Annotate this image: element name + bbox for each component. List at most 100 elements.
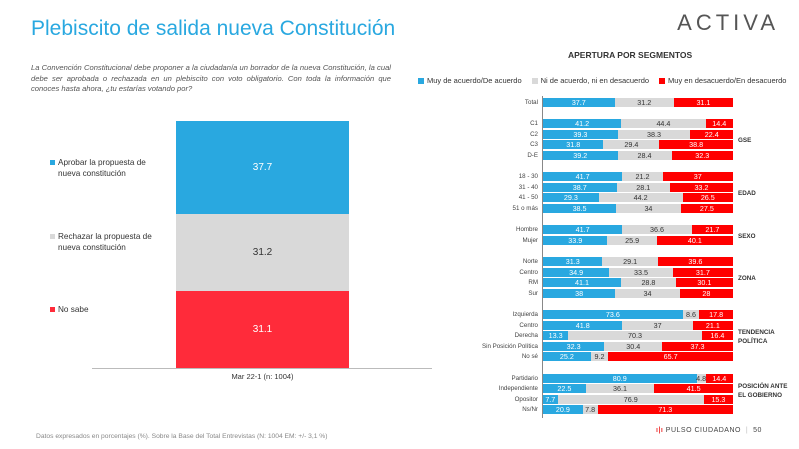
brand-footer: ı|ı PULSO CIUDADANO | 50 bbox=[656, 427, 762, 434]
segment-bar-part: 37.3 bbox=[662, 341, 733, 351]
segment-bar: 41.7 36.6 21.7 bbox=[543, 225, 733, 235]
footnote: Datos expresados en porcentajes (%). Sob… bbox=[36, 433, 328, 440]
segment-bar: 22.5 36.1 41.5 bbox=[543, 384, 733, 394]
row-label: C1 bbox=[530, 120, 538, 128]
brand-name: PULSO CIUDADANO bbox=[665, 427, 741, 434]
segment-bar-part: 30.1 bbox=[675, 278, 733, 288]
row-label: Centro bbox=[519, 321, 538, 329]
legend-swatch bbox=[50, 160, 55, 165]
segment-bar-part: 21.7 bbox=[691, 225, 733, 235]
segment-bar: 7.7 76.9 15.3 bbox=[543, 394, 733, 404]
row-label: D-E bbox=[527, 152, 538, 159]
segment-bar-part: 7.7 bbox=[543, 394, 558, 404]
row-label: Centro bbox=[519, 268, 538, 276]
legend-label: No sabe bbox=[58, 305, 89, 314]
legend-label: Muy en desacuerdo/En desacuerdo bbox=[668, 76, 787, 85]
segment-bar-part: 27.5 bbox=[680, 204, 733, 213]
segment-bar: 38.5 34 27.5 bbox=[543, 204, 733, 213]
segment-bar-part: 31.8 bbox=[543, 140, 604, 150]
segment-bar-part: 7.8 bbox=[582, 405, 598, 415]
row-label: Sur bbox=[528, 289, 538, 297]
segments-axis bbox=[542, 96, 543, 418]
segment-bar-part: 28 bbox=[679, 288, 733, 298]
segment-bar: 38 34 28 bbox=[543, 288, 733, 298]
x-category-label: Mar 22-1 (n: 1004) bbox=[231, 372, 294, 381]
segment-bar: 37.7 31.2 31.1 bbox=[543, 98, 733, 107]
legend-swatch bbox=[50, 307, 55, 312]
legend-item: Muy de acuerdo/De acuerdo bbox=[418, 76, 522, 85]
row-label: No sé bbox=[521, 353, 538, 361]
segment-bar: 41.7 21.2 37 bbox=[543, 172, 733, 182]
segment-bar: 41.8 37 21.1 bbox=[543, 320, 733, 330]
segment-bar-part: 31.1 bbox=[673, 98, 733, 107]
segment-bar-part: 41.7 bbox=[543, 172, 623, 182]
segment-bar-part: 80.9 bbox=[543, 373, 697, 383]
legend-swatch bbox=[531, 78, 538, 85]
row-label: Total bbox=[524, 99, 538, 106]
row-label: C2 bbox=[530, 130, 538, 138]
segment-bar-part: 28.1 bbox=[616, 182, 670, 192]
legend-swatch bbox=[418, 78, 424, 85]
group-label: ZONA bbox=[738, 275, 756, 283]
page-number: 50 bbox=[753, 427, 762, 434]
segment-bar-part: 28.8 bbox=[621, 278, 676, 288]
group-label: TENDENCIA POLÍTICA bbox=[738, 328, 775, 345]
legend-no-sabe: No sabe bbox=[50, 304, 158, 315]
segment-bar-part: 32.3 bbox=[671, 151, 733, 160]
group-label: GSE bbox=[738, 137, 752, 145]
question-text: La Convención Constitucional debe propon… bbox=[31, 63, 391, 93]
segment-bar-part: 33.9 bbox=[543, 235, 608, 245]
segment-bar-part: 41.8 bbox=[543, 320, 623, 330]
row-label: Hombre bbox=[515, 226, 538, 234]
segment-bar: 41.2 44.4 14.4 bbox=[543, 119, 733, 129]
main-stacked-bar: 37.7 31.2 31.1 bbox=[176, 121, 349, 368]
segment-bar-part: 16.4 bbox=[701, 331, 733, 341]
segment-bar-part: 31.7 bbox=[672, 267, 733, 277]
segment-bar: 32.3 30.4 37.3 bbox=[543, 341, 733, 351]
segment-bar: 29.3 44.2 26.5 bbox=[543, 193, 733, 203]
segment-bar-part: 76.9 bbox=[557, 394, 704, 404]
segment-bar: 34.9 33.5 31.7 bbox=[543, 267, 733, 277]
row-label: Independiente bbox=[498, 385, 538, 393]
segments-legend: Muy de acuerdo/De acuerdo Ni de acuerdo,… bbox=[418, 76, 786, 85]
segment-bar-part: 14.4 bbox=[705, 119, 733, 129]
segment-bar-part: 17.8 bbox=[699, 310, 733, 319]
segment-bar-part: 38.3 bbox=[617, 129, 691, 139]
segment-bar-part: 30.4 bbox=[604, 341, 663, 351]
main-bar-segment: 37.7 bbox=[176, 121, 349, 215]
segment-bar-part: 14.4 bbox=[705, 373, 733, 383]
segment-bar-part: 33.5 bbox=[609, 267, 673, 277]
segment-bar-part: 39.6 bbox=[657, 257, 733, 266]
segment-bar: 31.8 29.4 38.8 bbox=[543, 140, 733, 150]
segment-bar-part: 36.1 bbox=[585, 384, 655, 394]
segment-bar-part: 39.2 bbox=[543, 151, 618, 160]
segment-bar: 39.2 28.4 32.3 bbox=[543, 151, 733, 160]
segment-bar-part: 8.6 bbox=[682, 310, 700, 319]
row-label: Partidario bbox=[511, 374, 538, 382]
segment-bar: 73.6 8.6 17.8 bbox=[543, 310, 733, 319]
segment-bar-part: 41.2 bbox=[543, 119, 622, 129]
segment-bar-part: 34 bbox=[615, 288, 680, 298]
segment-bar-part: 21.2 bbox=[622, 172, 663, 182]
segment-bar-part: 33.2 bbox=[669, 182, 733, 192]
pulso-logo-icon: ı|ı bbox=[656, 427, 666, 434]
group-label: EDAD bbox=[738, 190, 756, 198]
segment-bar: 31.3 29.1 39.6 bbox=[543, 257, 733, 266]
segment-bar-part: 44.4 bbox=[621, 119, 706, 129]
segment-bar-part: 41.5 bbox=[654, 384, 733, 394]
group-label: POSICIÓN ANTE EL GOBIERNO bbox=[738, 382, 788, 399]
x-axis bbox=[92, 368, 432, 369]
segment-bar-part: 38 bbox=[543, 288, 616, 298]
segment-bar-part: 38.7 bbox=[543, 182, 617, 192]
segment-bar-part: 39.3 bbox=[543, 129, 618, 139]
legend-label: Muy de acuerdo/De acuerdo bbox=[427, 76, 522, 85]
legend-label: Aprobar la propuesta de nueva constituci… bbox=[58, 158, 146, 178]
segment-bar: 38.7 28.1 33.2 bbox=[543, 182, 733, 192]
segment-bar-part: 37.7 bbox=[543, 98, 615, 107]
row-label: 31 - 40 bbox=[518, 183, 538, 191]
group-label: SEXO bbox=[738, 232, 756, 240]
legend-rechazar: Rechazar la propuesta de nueva constituc… bbox=[50, 231, 158, 253]
row-label: 51 o más bbox=[512, 205, 538, 212]
legend-label: Rechazar la propuesta de nueva constituc… bbox=[58, 232, 152, 252]
segment-bar-part: 37 bbox=[622, 320, 693, 330]
